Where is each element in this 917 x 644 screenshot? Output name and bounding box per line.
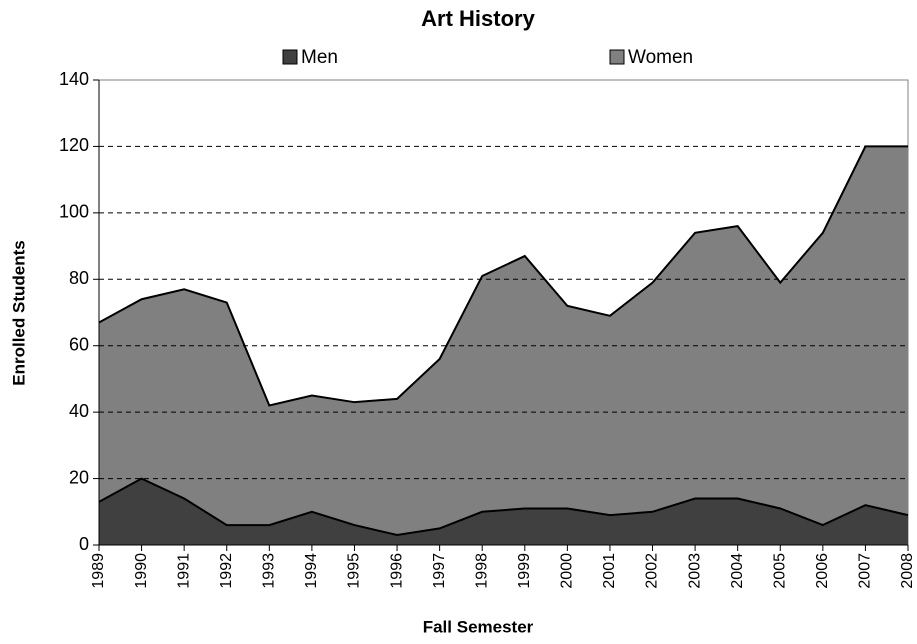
x-tick-label: 1992	[218, 553, 235, 589]
x-tick-label: 2001	[601, 553, 618, 589]
y-tick-label: 80	[69, 268, 89, 288]
legend-swatch	[282, 49, 298, 65]
x-tick-label: 1990	[133, 553, 150, 589]
y-tick-label: 60	[69, 334, 89, 354]
y-tick-label: 20	[69, 467, 89, 487]
y-tick-label: 40	[69, 401, 89, 421]
chart-title: Art History	[421, 6, 535, 31]
area-outline	[98, 477, 909, 537]
x-tick-label: 2004	[729, 553, 746, 589]
x-tick-label: 1998	[473, 553, 490, 589]
x-tick-label: 2002	[644, 553, 661, 589]
x-tick-label: 2005	[771, 553, 788, 589]
x-tick-label: 2007	[857, 553, 874, 589]
x-axis-title: Fall Semester	[423, 617, 534, 636]
x-tick-label: 1997	[431, 553, 448, 589]
x-tick-label: 1995	[346, 553, 363, 589]
area	[99, 478, 908, 545]
x-tick-label: 1993	[261, 553, 278, 589]
x-tick-label: 1989	[90, 553, 107, 589]
x-tick-label: 1999	[516, 553, 533, 589]
x-tick-label: 1991	[175, 553, 192, 589]
legend-label: Women	[628, 47, 693, 68]
x-tick-label: 2006	[814, 553, 831, 589]
y-tick-label: 140	[59, 69, 89, 89]
y-tick-label: 0	[79, 534, 89, 554]
x-tick-label: 1996	[388, 553, 405, 589]
y-axis-title: Enrolled Students	[9, 240, 28, 385]
legend-label: Men	[301, 47, 338, 68]
area-outline	[98, 145, 908, 407]
x-tick-label: 2000	[559, 553, 576, 589]
area	[99, 146, 908, 536]
legend-swatch	[609, 49, 625, 65]
x-tick-label: 1994	[303, 553, 320, 589]
y-tick-label: 100	[59, 202, 89, 222]
y-tick-label: 120	[59, 135, 89, 155]
x-tick-label: 2008	[899, 553, 916, 589]
x-tick-label: 2003	[686, 553, 703, 589]
